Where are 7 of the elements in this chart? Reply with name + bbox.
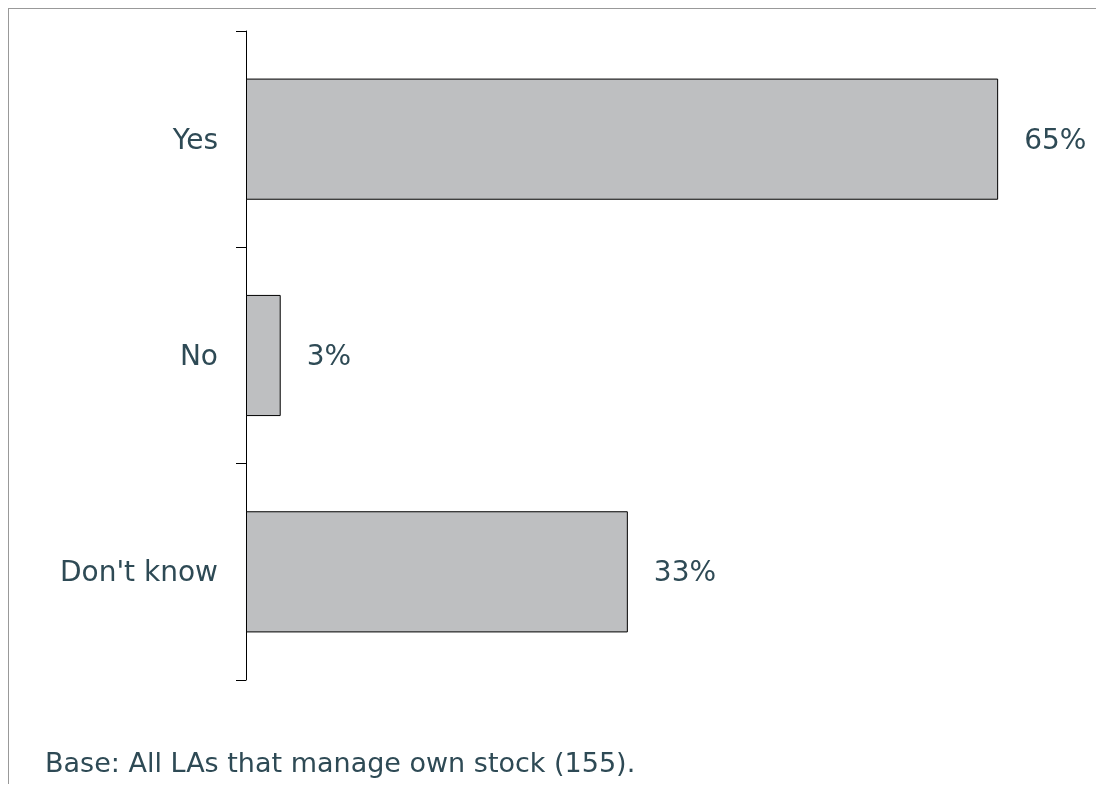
data-label: 65% bbox=[1024, 122, 1087, 156]
y-tick-label: Yes bbox=[171, 122, 218, 156]
y-tick-label: No bbox=[179, 339, 218, 372]
data-label: 3% bbox=[306, 339, 352, 372]
data-label: 33% bbox=[653, 555, 717, 589]
text: Base: All LAs that manage own stock (155). bbox=[45, 747, 636, 778]
y-tick-label: Don't know bbox=[59, 555, 218, 589]
